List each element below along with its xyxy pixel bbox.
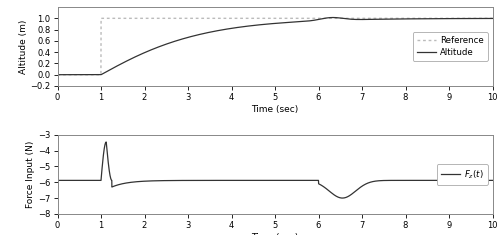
Altitude xyxy=(330,16,336,19)
$F_z(t)$ xyxy=(340,197,345,200)
X-axis label: Time (sec): Time (sec) xyxy=(252,233,298,235)
Legend: $F_z(t)$: $F_z(t)$ xyxy=(436,164,488,185)
Line: Reference: Reference xyxy=(58,18,492,75)
Altitude xyxy=(490,17,496,20)
Reference xyxy=(490,17,496,20)
Altitude xyxy=(316,18,322,21)
Y-axis label: Altitude (m): Altitude (m) xyxy=(18,19,28,74)
Altitude xyxy=(379,18,385,21)
X-axis label: Time (sec): Time (sec) xyxy=(252,105,298,114)
$F_z(t)$ xyxy=(134,180,140,183)
Reference xyxy=(221,17,227,20)
Reference xyxy=(98,17,104,20)
Reference xyxy=(316,17,322,20)
$F_z(t)$ xyxy=(490,179,496,182)
Reference xyxy=(379,17,385,20)
Reference xyxy=(412,17,418,20)
Reference xyxy=(134,17,140,20)
Line: Altitude: Altitude xyxy=(58,18,492,75)
Reference xyxy=(338,17,344,20)
Altitude xyxy=(338,17,344,20)
Altitude xyxy=(134,55,140,58)
Y-axis label: Force Input (N): Force Input (N) xyxy=(26,141,36,208)
Altitude xyxy=(220,28,226,31)
$F_z(t)$ xyxy=(412,179,418,182)
$F_z(t)$ xyxy=(316,179,322,182)
Legend: Reference, Altitude: Reference, Altitude xyxy=(412,32,488,61)
$F_z(t)$ xyxy=(103,141,109,143)
$F_z(t)$ xyxy=(54,179,60,182)
$F_z(t)$ xyxy=(338,196,344,199)
Altitude xyxy=(54,73,60,76)
Reference xyxy=(54,73,60,76)
Altitude xyxy=(412,17,418,20)
$F_z(t)$ xyxy=(379,179,385,182)
$F_z(t)$ xyxy=(221,179,227,182)
Line: $F_z(t)$: $F_z(t)$ xyxy=(58,142,492,198)
